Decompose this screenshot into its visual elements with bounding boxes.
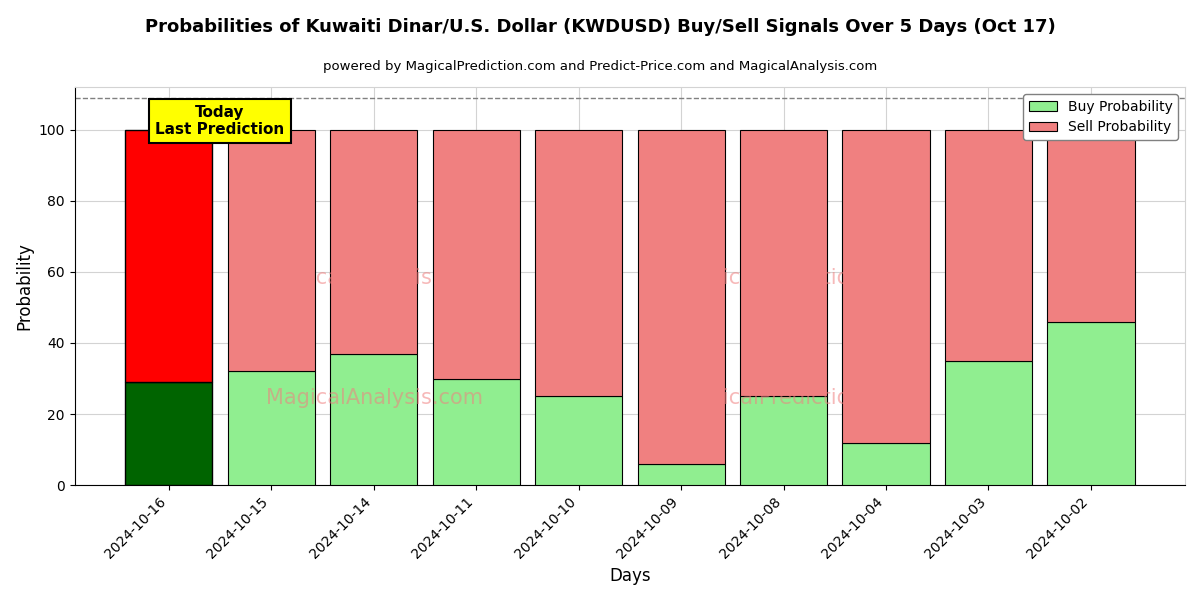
- Bar: [535, 130, 622, 396]
- Bar: [330, 130, 418, 353]
- Text: MagicalAnalysis.com: MagicalAnalysis.com: [266, 388, 482, 407]
- Bar: [637, 130, 725, 464]
- X-axis label: Days: Days: [610, 567, 650, 585]
- Text: MagicalPrediction.com: MagicalPrediction.com: [679, 388, 913, 407]
- Text: MagicalAnalysis.com: MagicalAnalysis.com: [266, 268, 482, 288]
- Bar: [228, 130, 314, 371]
- Bar: [842, 130, 930, 443]
- Text: Probabilities of Kuwaiti Dinar/U.S. Dollar (KWDUSD) Buy/Sell Signals Over 5 Days: Probabilities of Kuwaiti Dinar/U.S. Doll…: [145, 18, 1055, 36]
- Text: powered by MagicalPrediction.com and Predict-Price.com and MagicalAnalysis.com: powered by MagicalPrediction.com and Pre…: [323, 60, 877, 73]
- Bar: [228, 371, 314, 485]
- Bar: [944, 130, 1032, 361]
- Text: MagicalPrediction.com: MagicalPrediction.com: [679, 268, 913, 288]
- Bar: [842, 443, 930, 485]
- Bar: [535, 396, 622, 485]
- Bar: [1048, 130, 1134, 322]
- Bar: [637, 464, 725, 485]
- Bar: [432, 379, 520, 485]
- Text: Today
Last Prediction: Today Last Prediction: [155, 105, 284, 137]
- Bar: [944, 361, 1032, 485]
- Y-axis label: Probability: Probability: [16, 242, 34, 330]
- Bar: [125, 130, 212, 382]
- Bar: [330, 353, 418, 485]
- Bar: [432, 130, 520, 379]
- Bar: [740, 130, 827, 396]
- Bar: [1048, 322, 1134, 485]
- Bar: [740, 396, 827, 485]
- Bar: [125, 382, 212, 485]
- Legend: Buy Probability, Sell Probability: Buy Probability, Sell Probability: [1024, 94, 1178, 140]
